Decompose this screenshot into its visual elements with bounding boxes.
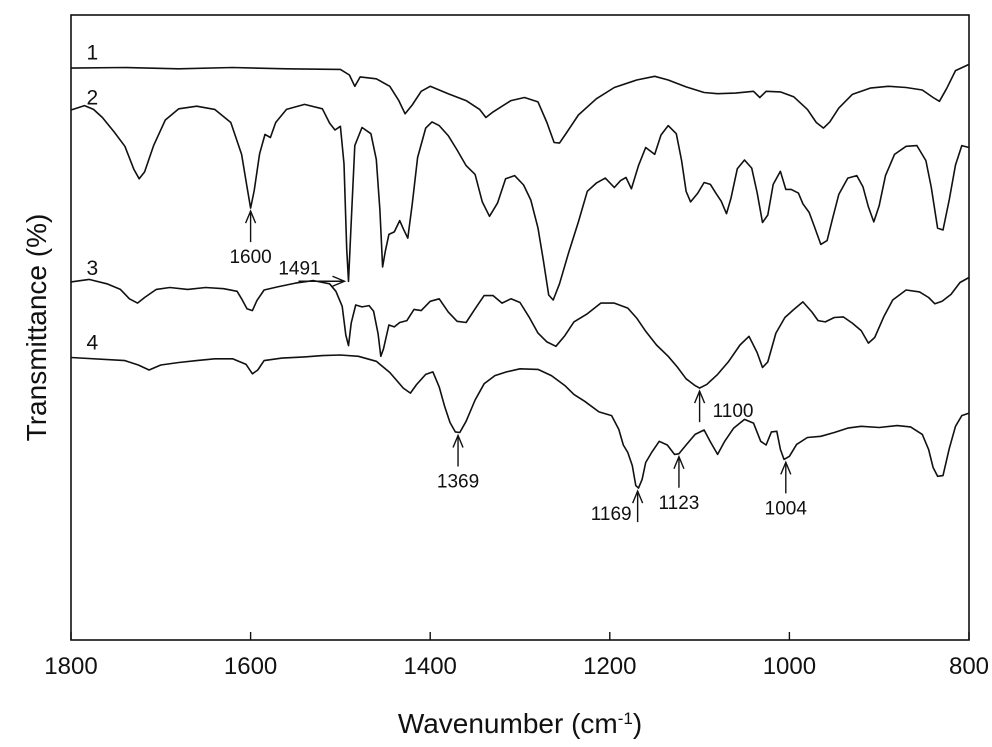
y-axis-title: Transmittance (%) (21, 214, 52, 442)
x-tick-label: 1600 (224, 653, 277, 680)
spectrum-line-1 (70, 63, 970, 144)
annotation-label: 1100 (713, 401, 754, 422)
annotation-arrowhead (452, 433, 464, 448)
x-axis-title: Wavenumber (cm-1) (398, 708, 642, 739)
annotation-arrowhead (244, 209, 257, 224)
annotation-arrowhead (631, 489, 644, 504)
plot-area-border (70, 14, 970, 641)
annotation-arrowhead (673, 454, 685, 470)
x-axis-ticks: 1800 1600 1400 1200 1000 800 (44, 632, 989, 680)
annotation-label: 1169 (591, 504, 632, 525)
peak-annotations: 1600 1491 1100 1369 1123 1004 1169 (229, 209, 808, 525)
annotation-label: 1491 (278, 258, 320, 279)
annotation-arrowhead (780, 460, 792, 475)
spectrum-line-2 (70, 103, 970, 301)
series-label-3: 3 (86, 257, 98, 280)
annotation-label: 1004 (765, 498, 808, 519)
series-label-1: 1 (86, 42, 98, 65)
annotation-arrowhead (693, 389, 706, 404)
x-tick-label: 1200 (583, 653, 636, 680)
series-label-2: 2 (86, 87, 98, 110)
spectrum-line-4 (70, 354, 970, 489)
x-tick-label: 1400 (404, 653, 457, 680)
x-tick-label: 1000 (763, 653, 816, 680)
annotation-label: 1369 (437, 472, 479, 493)
series-label-4: 4 (86, 332, 98, 355)
annotation-arrowhead (332, 275, 347, 287)
spectrum-line-3 (70, 276, 970, 389)
annotation-label: 1123 (659, 493, 700, 514)
annotation-label: 1600 (229, 247, 271, 268)
plot-frame (70, 14, 970, 641)
x-tick-label: 1800 (44, 653, 97, 680)
x-tick-label: 800 (949, 653, 989, 680)
spectra-series: 1 2 3 4 (70, 42, 970, 489)
